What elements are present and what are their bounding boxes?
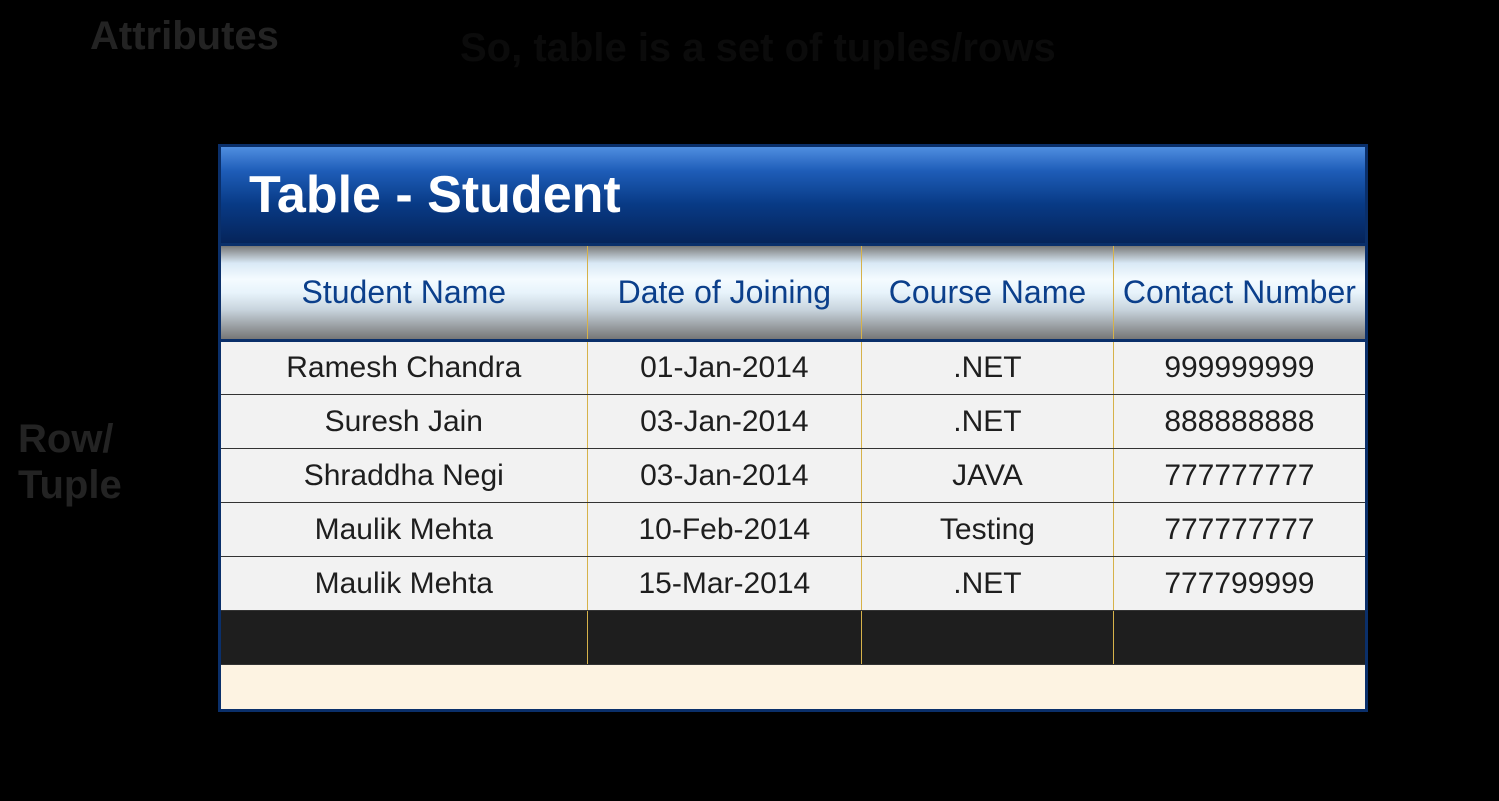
cell: 777777777 (1113, 449, 1365, 503)
row-line1: Row/ (18, 417, 114, 461)
table-row: Maulik Mehta 15-Mar-2014 .NET 777799999 (221, 557, 1365, 611)
cell: Testing (862, 503, 1114, 557)
headline-text: So, table is a set of tuples/rows (460, 26, 1056, 71)
attributes-label: Attributes (90, 14, 279, 59)
col-date-joining: Date of Joining (587, 245, 862, 341)
cell-empty (862, 611, 1114, 665)
cell: Maulik Mehta (221, 557, 587, 611)
row-line2: Tuple (18, 463, 122, 507)
cell: 777777777 (1113, 503, 1365, 557)
col-student-name: Student Name (221, 245, 587, 341)
cell: .NET (862, 341, 1114, 395)
cell-empty (221, 611, 587, 665)
cell: Maulik Mehta (221, 503, 587, 557)
table-row: Suresh Jain 03-Jan-2014 .NET 888888888 (221, 395, 1365, 449)
cell-empty (587, 611, 862, 665)
table-title-bar: Table - Student (221, 147, 1365, 243)
row-tuple-label: Row/ Tuple (18, 416, 122, 508)
cell-empty (1113, 611, 1365, 665)
cell: 10-Feb-2014 (587, 503, 862, 557)
cell: Suresh Jain (221, 395, 587, 449)
table-empty-row (221, 611, 1365, 665)
cell: 03-Jan-2014 (587, 395, 862, 449)
cell: 15-Mar-2014 (587, 557, 862, 611)
col-course-name: Course Name (862, 245, 1114, 341)
cell: 999999999 (1113, 341, 1365, 395)
cell: .NET (862, 395, 1114, 449)
cell: Shraddha Negi (221, 449, 587, 503)
table-row: Shraddha Negi 03-Jan-2014 JAVA 777777777 (221, 449, 1365, 503)
cell: 888888888 (1113, 395, 1365, 449)
table-title: Table - Student (249, 165, 621, 225)
table-header-row: Student Name Date of Joining Course Name… (221, 245, 1365, 341)
cell: JAVA (862, 449, 1114, 503)
cell: Ramesh Chandra (221, 341, 587, 395)
cell: 01-Jan-2014 (587, 341, 862, 395)
cell: .NET (862, 557, 1114, 611)
cell: 03-Jan-2014 (587, 449, 862, 503)
cell: 777799999 (1113, 557, 1365, 611)
table-row: Ramesh Chandra 01-Jan-2014 .NET 99999999… (221, 341, 1365, 395)
student-table: Student Name Date of Joining Course Name… (221, 243, 1365, 665)
student-table-container: Table - Student Student Name Date of Joi… (218, 144, 1368, 712)
table-row: Maulik Mehta 10-Feb-2014 Testing 7777777… (221, 503, 1365, 557)
table-footer-strip (221, 665, 1365, 709)
col-contact-num: Contact Number (1113, 245, 1365, 341)
